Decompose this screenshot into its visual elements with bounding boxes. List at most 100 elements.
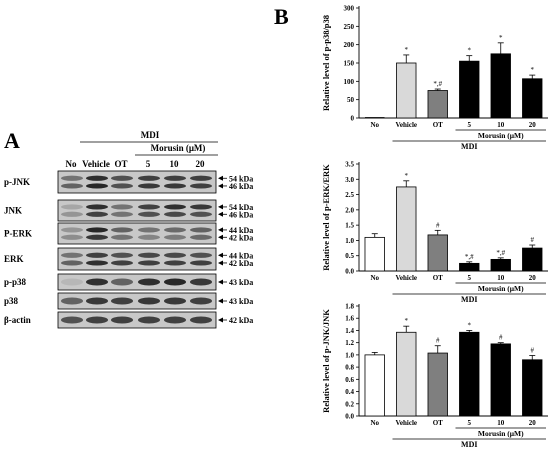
lane-label: Vehicle [82, 159, 110, 169]
blot-band [138, 204, 160, 210]
significance-label: * [468, 321, 472, 329]
band-size-label: 44 kDa [229, 251, 253, 260]
x-tick-label: No [370, 121, 379, 129]
significance-label: # [436, 221, 440, 229]
y-tick-label: 1.0 [345, 237, 354, 245]
blot-band [111, 175, 133, 181]
blot-band [61, 297, 83, 305]
y-tick-label: 300 [344, 5, 355, 13]
band-size-label: 43 kDa [229, 278, 253, 287]
blot-band [164, 227, 186, 233]
bar [522, 359, 543, 417]
x-tick-label: 5 [468, 419, 472, 427]
y-tick-label: 1.0 [345, 351, 354, 359]
x-tick-label: 20 [529, 274, 537, 282]
band-size-label: 54 kDa [229, 203, 253, 212]
blot-band [61, 316, 83, 324]
bar [522, 247, 543, 272]
arrow-icon [218, 317, 223, 323]
blot-band [138, 234, 160, 240]
blot-band [190, 175, 212, 181]
lane-label: OT [114, 159, 127, 169]
bar [459, 60, 480, 119]
blot-band [138, 278, 160, 286]
x-tick-label: 5 [468, 121, 472, 129]
y-tick-label: 3.5 [345, 161, 354, 169]
blot-band [61, 211, 83, 217]
blot-band [111, 260, 133, 266]
blot-band [111, 183, 133, 189]
blot-band [86, 252, 108, 258]
arrow-icon [218, 204, 223, 210]
blot-band [61, 227, 83, 233]
bar [522, 78, 543, 119]
significance-label: *,# [433, 80, 442, 88]
panel-a-letter: A [4, 128, 20, 153]
blot-band [190, 260, 212, 266]
blot-row: β-actin 42 kDa [4, 311, 253, 329]
blot-name-label: p-JNK [4, 177, 30, 187]
blot-name-label: p-p38 [4, 277, 27, 287]
arrow-icon [218, 183, 223, 189]
arrow-icon [218, 252, 223, 258]
bar [459, 331, 480, 417]
x-tick-label: No [370, 419, 379, 427]
y-tick-label: 150 [344, 60, 355, 68]
blot-band [138, 252, 160, 258]
bar [396, 331, 417, 417]
blot-band [86, 316, 108, 324]
mdi-group-label: MDI [461, 440, 477, 449]
y-tick-label: 2.0 [345, 206, 354, 214]
y-tick-label: 0.4 [345, 388, 354, 396]
arrow-icon [218, 234, 223, 240]
blot-band [111, 211, 133, 217]
blot-membrane [57, 247, 217, 271]
blot-membrane [57, 199, 217, 222]
morusin-group-label: Morusin (μM) [478, 131, 524, 140]
blot-band [61, 234, 83, 240]
blot-name-label: β-actin [4, 315, 31, 325]
blot-band [111, 278, 133, 286]
x-tick-label: No [370, 274, 379, 282]
blot-membrane [57, 292, 217, 310]
x-tick-label: 10 [497, 121, 505, 129]
bar [459, 262, 480, 272]
blot-band [61, 278, 83, 286]
y-axis-label: Relative level of p-p38/p38 [321, 15, 331, 111]
bar [364, 236, 385, 272]
y-axis-label: Relative level of p-ERK/ERK [321, 164, 331, 271]
y-tick-label: 0 [351, 115, 355, 123]
blot-band [61, 260, 83, 266]
band-size-label: 42 kDa [229, 259, 253, 268]
arrow-icon [218, 279, 223, 285]
blot-band [111, 204, 133, 210]
blot-band [164, 234, 186, 240]
blot-membrane [57, 273, 217, 291]
blot-band [164, 175, 186, 181]
blot-band [190, 183, 212, 189]
blot-band [86, 297, 108, 305]
y-tick-label: 2.5 [345, 191, 354, 199]
lane-label: 10 [170, 159, 180, 169]
blot-band [111, 252, 133, 258]
blot-name-label: ERK [4, 254, 24, 264]
significance-label: *,# [496, 249, 505, 257]
blot-band [86, 204, 108, 210]
y-tick-label: 0.8 [345, 364, 354, 372]
morusin-group-label: Morusin (μM) [478, 284, 524, 293]
lane-label: 20 [196, 159, 206, 169]
x-tick-label: Vehicle [395, 274, 417, 282]
significance-label: * [531, 66, 535, 74]
blot-band [138, 260, 160, 266]
blot-band [164, 278, 186, 286]
blot-band [190, 297, 212, 305]
x-tick-label: OT [433, 419, 443, 427]
x-tick-label: 5 [468, 274, 472, 282]
blot-band [190, 211, 212, 217]
x-tick-label: 10 [497, 419, 505, 427]
blot-band [111, 316, 133, 324]
